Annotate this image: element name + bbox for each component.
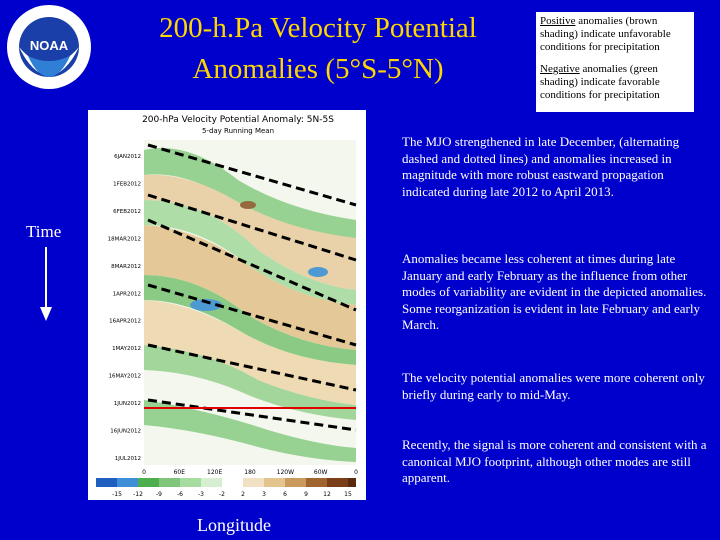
page-title: 200-h.Pa Velocity Potential Anomalies (5… [118,8,518,90]
colorbar-tick-label: -15 [112,491,122,498]
date-tick-label: 1APR2012 [113,291,141,297]
paragraph-1: The MJO strengthened in late December, (… [402,134,680,199]
date-tick-label: 8MAR2012 [111,264,141,270]
hovmoller-plot: 200-hPa Velocity Potential Anomaly: 5N-5… [88,110,366,500]
longitude-tick-labels: 0 60E 120E 180 120W 60W 0 [142,469,358,476]
longitude-axis-label: Longitude [197,515,271,535]
date-tick-label: 16APR2012 [109,319,141,325]
legend-negative-word: Negative [540,63,580,75]
noaa-logo-icon: NOAA [7,5,91,89]
arrow-down-icon [40,247,52,321]
colorbar-tick-labels: -15 -12 -9 -6 -3 -2 2 3 6 9 12 15 [112,491,352,498]
date-tick-labels: 6JAN2012 1FEB2012 6FEB2012 18MAR2012 8MAR201… [108,154,141,462]
date-tick-label: 16JUN2012 [110,429,141,435]
hovmoller-svg: 200-hPa Velocity Potential Anomaly: 5N-5… [96,115,358,498]
time-axis-label: Time [26,222,62,241]
mjo-phase-lines [147,143,357,432]
colorbar-tick-label: 15 [344,491,352,498]
paragraph-4: Recently, the signal is more coherent an… [402,437,707,485]
colorbar-tick-label: 6 [283,491,287,498]
colorbar-tick-label: 3 [262,491,266,498]
paragraph-3: The velocity potential anomalies were mo… [402,370,705,402]
longitude-tick-label: 60W [314,469,328,476]
title-line-1: 200-h.Pa Velocity Potential [159,12,477,44]
plot-subtitle: 5-day Running Mean [202,127,274,135]
colorbar-tick-label: -3 [198,491,204,498]
plot-title: 200-hPa Velocity Potential Anomaly: 5N-5… [142,115,334,125]
longitude-tick-label: 0 [354,469,358,476]
longitude-tick-label: 60E [174,469,186,476]
longitude-tick-label: 120W [277,469,294,476]
longitude-tick-label: 0 [142,469,146,476]
colorbar-tick-label: -6 [177,491,183,498]
title-line-2: Anomalies (5°S-5°N) [192,53,444,85]
colorbar-tick-label: -9 [156,491,162,498]
colorbar-tick-label: 2 [241,491,245,498]
date-tick-label: 1MAY2012 [112,346,141,352]
longitude-tick-label: 120E [207,469,222,476]
legend-box: Positive anomalies (brown shading) indic… [536,12,694,112]
date-tick-label: 1FEB2012 [113,181,141,187]
legend-positive-text: anomalies (brown shading) indicate unfav… [540,15,671,53]
date-tick-label: 18MAR2012 [108,236,141,242]
colorbar-tick-label: 9 [304,491,308,498]
date-tick-label: 1JUN2012 [114,401,141,407]
legend-negative: Negative anomalies (green shading) indic… [540,63,690,102]
logo-text: NOAA [30,38,69,53]
date-tick-label: 1JUL2012 [115,456,141,462]
legend-positive: Positive anomalies (brown shading) indic… [540,15,690,54]
date-tick-label: 6JAN2012 [114,154,141,160]
legend-negative-text: anomalies (green shading) indicate favor… [540,63,660,101]
date-tick-label: 6FEB2012 [113,209,141,215]
colorbar-tick-label: -2 [219,491,225,498]
legend-positive-word: Positive [540,15,576,27]
colorbar-tick-label: -12 [133,491,143,498]
paragraph-2: Anomalies became less coherent at times … [402,251,707,332]
colorbar-tick-label: 12 [323,491,331,498]
longitude-tick-label: 180 [244,469,256,476]
colorbar [96,478,356,487]
date-tick-label: 16MAY2012 [109,374,141,380]
